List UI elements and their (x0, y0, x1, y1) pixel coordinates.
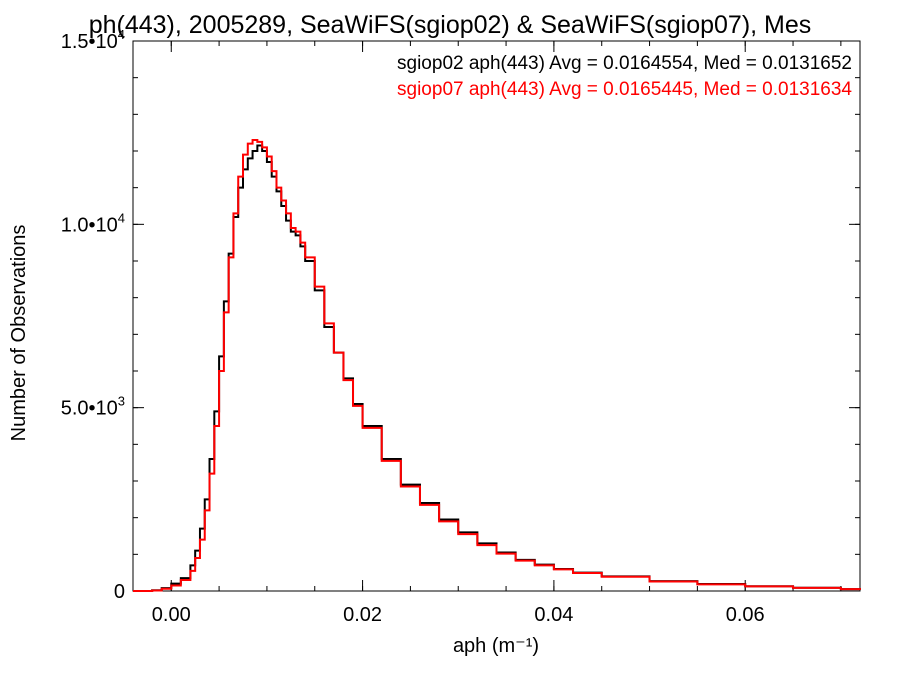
x-tick-label: 0.02 (343, 604, 382, 626)
x-axis-label: aph (m⁻¹) (453, 635, 539, 657)
y-tick-label: 0 (114, 581, 125, 603)
chart-title: ph(443), 2005289, SeaWiFS(sgiop02) & Sea… (89, 11, 812, 39)
series-line-sgiop07 (133, 139, 861, 592)
plot-frame (132, 40, 861, 592)
legend-entry-sgiop07: sgiop07 aph(443) Avg = 0.0165445, Med = … (397, 79, 852, 100)
y-axis-label: Number of Observations (8, 225, 30, 442)
y-tick-label: 1.0•104 (61, 210, 125, 236)
minor-ticks (133, 40, 860, 592)
x-tick-label: 0.00 (152, 604, 191, 626)
x-tick-label: 0.06 (726, 604, 765, 626)
major-ticks (133, 40, 860, 592)
y-tick-label: 5.0•103 (61, 394, 125, 420)
legend: sgiop02 aph(443) Avg = 0.0164554, Med = … (397, 53, 852, 100)
tick-labels: 0.00 0.02 0.04 0.06 0 5.0•103 1.0•104 1.5•104 (61, 27, 765, 626)
x-tick-label: 0.04 (534, 604, 573, 626)
legend-entry-sgiop02: sgiop02 aph(443) Avg = 0.0164554, Med = … (397, 53, 852, 74)
y-tick-label: 1.5•104 (61, 27, 125, 53)
series-line-sgiop02 (133, 144, 861, 592)
series-layer (133, 139, 861, 592)
